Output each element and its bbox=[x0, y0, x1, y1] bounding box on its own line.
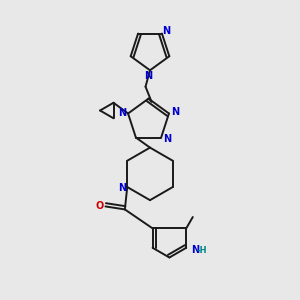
Text: N: N bbox=[171, 107, 179, 117]
Text: N: N bbox=[162, 26, 170, 36]
Text: N: N bbox=[163, 134, 171, 144]
Text: N: N bbox=[118, 108, 126, 118]
Text: N: N bbox=[191, 245, 199, 255]
Text: O: O bbox=[96, 201, 104, 212]
Text: N: N bbox=[118, 183, 126, 193]
Text: N: N bbox=[144, 70, 153, 81]
Text: -H: -H bbox=[197, 246, 207, 255]
